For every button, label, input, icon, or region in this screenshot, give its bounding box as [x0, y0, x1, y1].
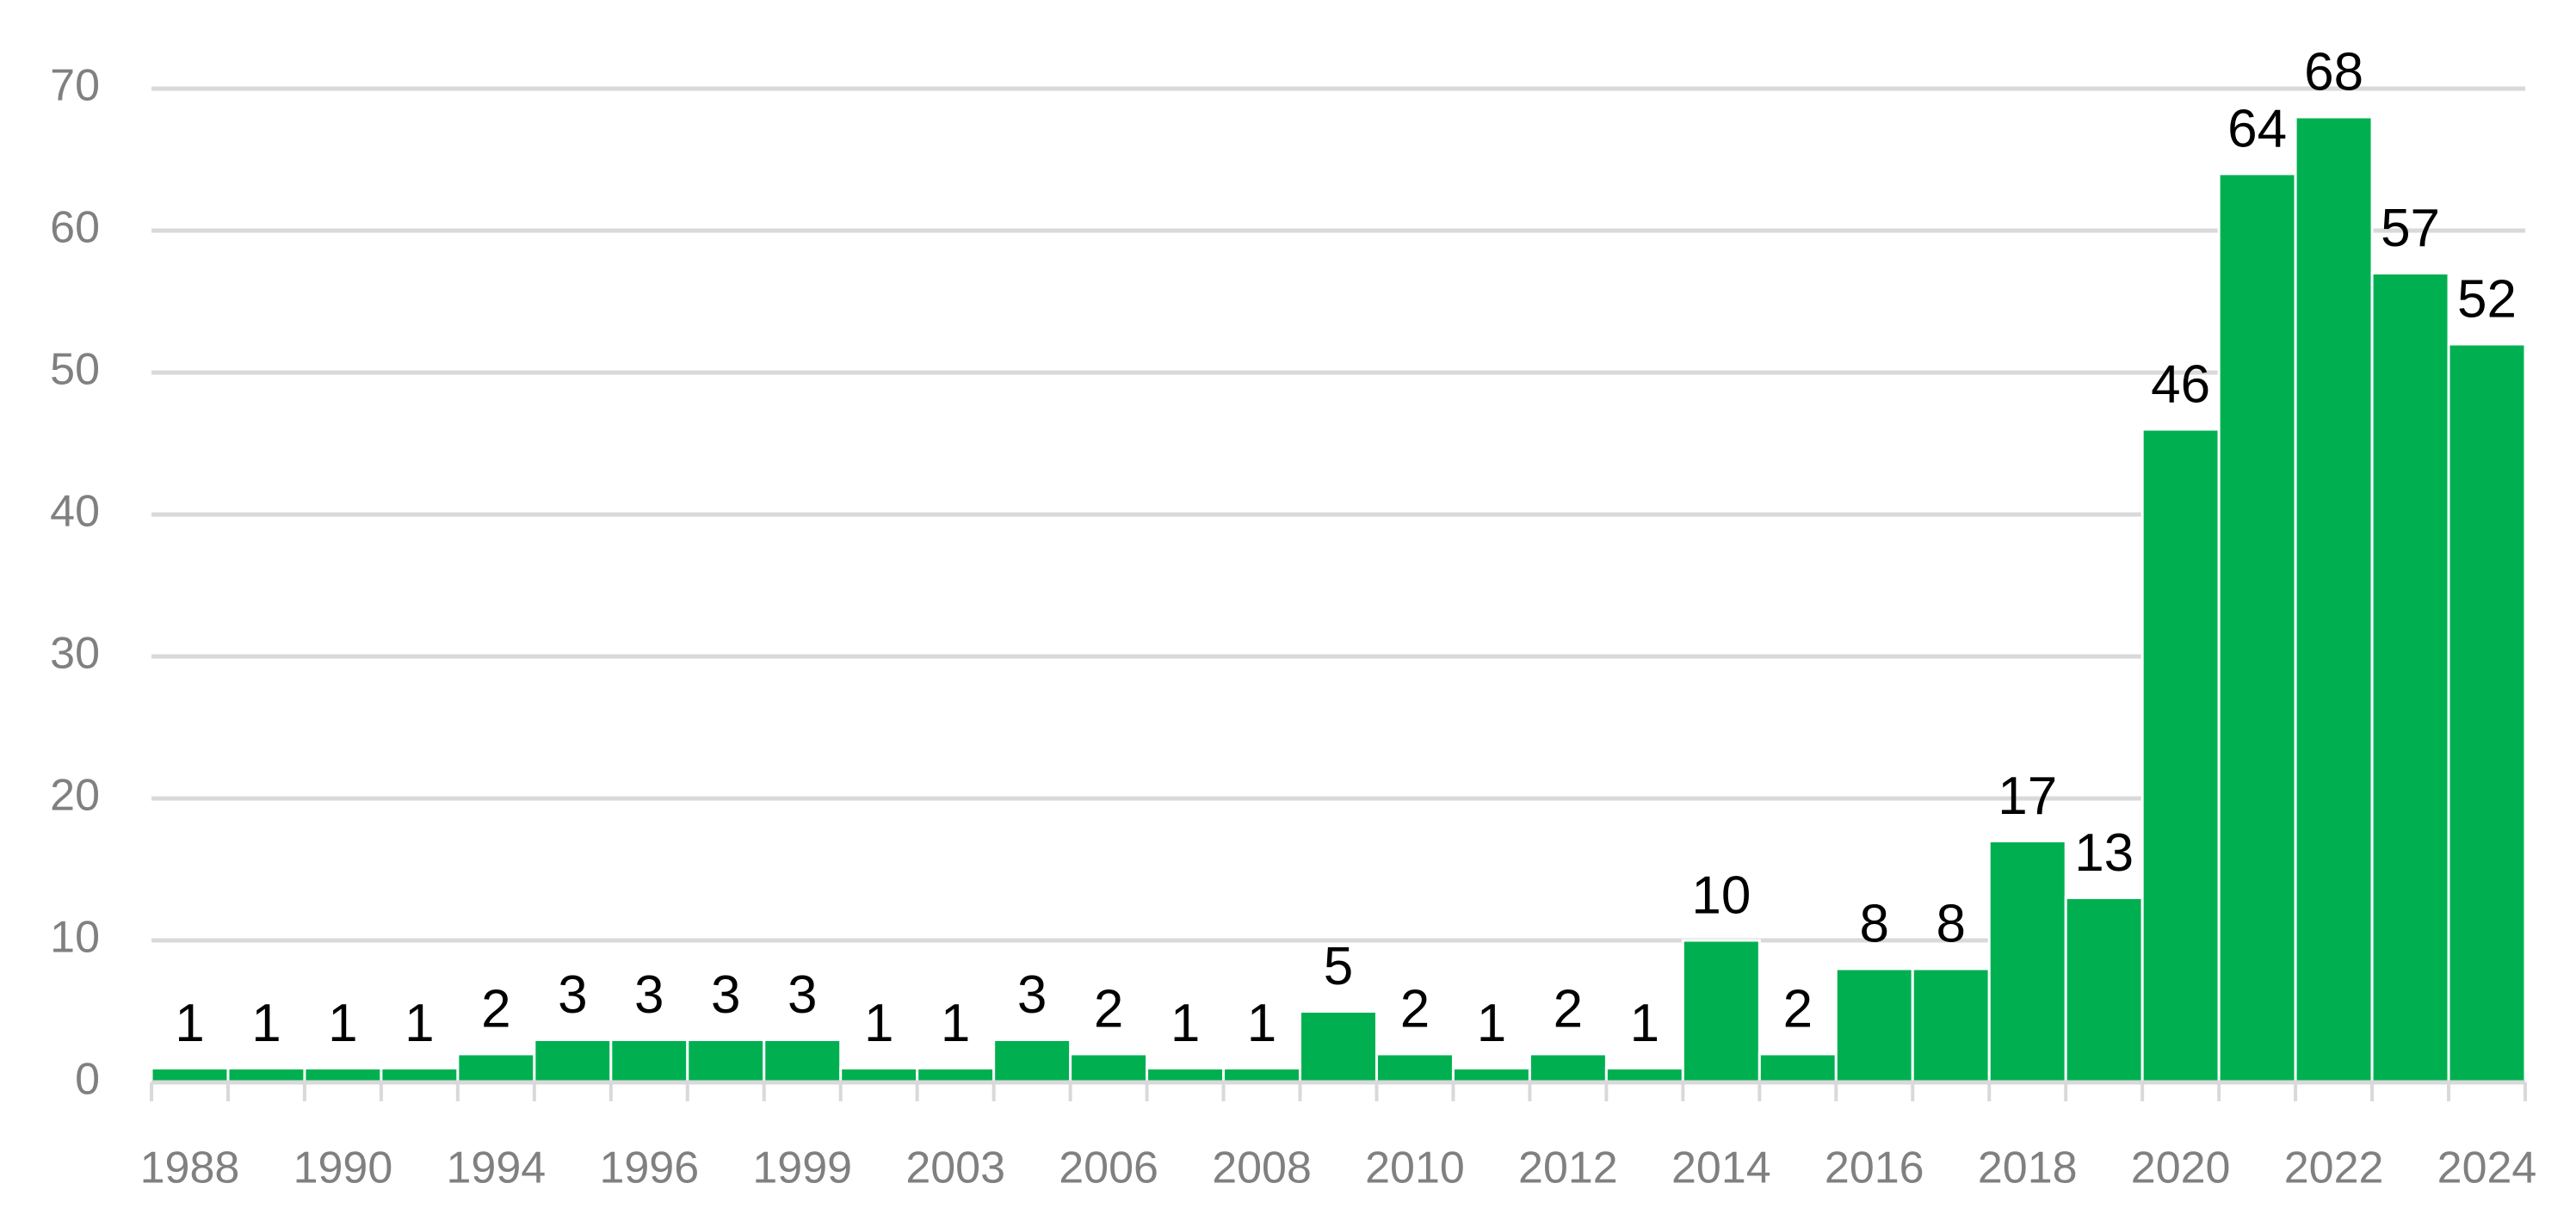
data-label: 1: [1477, 994, 1506, 1053]
bar: [2294, 115, 2374, 1084]
x-tick-label: 2020: [2131, 1143, 2231, 1193]
bar: [533, 1038, 613, 1084]
data-label: 68: [2304, 42, 2363, 102]
x-tick-label: 1994: [447, 1143, 547, 1193]
bar: [1757, 1052, 1838, 1084]
bar: [2140, 428, 2221, 1084]
bar: [1528, 1052, 1608, 1084]
data-label: 3: [1017, 965, 1047, 1025]
x-tick-label: 2010: [1365, 1143, 1465, 1193]
x-tick-label: 2012: [1518, 1143, 1618, 1193]
y-tick-label: 10: [50, 913, 100, 963]
bar: [1069, 1052, 1149, 1084]
data-label: 64: [2227, 99, 2287, 158]
data-label: 1: [1630, 994, 1659, 1053]
data-label: 8: [1860, 894, 1889, 953]
data-label: 2: [1400, 979, 1430, 1038]
bar: [1834, 967, 1914, 1084]
bar: [2447, 342, 2527, 1084]
data-label: 2: [1094, 979, 1123, 1038]
bar: [2217, 172, 2297, 1084]
data-label: 5: [1324, 937, 1353, 996]
data-label: 1: [864, 994, 893, 1053]
x-tick-label: 2022: [2284, 1143, 2384, 1193]
x-tick-label: 2016: [1825, 1143, 1924, 1193]
y-tick-label: 0: [75, 1055, 100, 1105]
x-tick-label: 2024: [2437, 1143, 2537, 1193]
data-label: 1: [175, 994, 204, 1053]
data-label: 52: [2457, 269, 2517, 329]
bar: [1987, 840, 2067, 1084]
x-tick-label: 1996: [599, 1143, 699, 1193]
data-label: 2: [1783, 979, 1813, 1038]
bar: [1681, 939, 1761, 1084]
data-label: 13: [2074, 823, 2134, 883]
bar: [1374, 1052, 1455, 1084]
bar: [1911, 967, 1991, 1084]
bar: [2370, 272, 2450, 1084]
data-label: 1: [941, 994, 970, 1053]
x-tick-label: 1988: [140, 1143, 240, 1193]
data-label: 1: [1171, 994, 1200, 1053]
x-tick-label: 2014: [1671, 1143, 1771, 1193]
data-label: 46: [2151, 354, 2210, 414]
y-tick-label: 30: [50, 629, 100, 679]
data-label: 3: [788, 965, 817, 1025]
data-label: 3: [711, 965, 740, 1025]
x-tick-label: 2003: [905, 1143, 1005, 1193]
bar: [2064, 897, 2144, 1084]
data-label: 17: [1998, 767, 2057, 826]
data-label: 3: [634, 965, 664, 1025]
data-label: 1: [251, 994, 281, 1053]
x-tick-label: 2018: [1978, 1143, 2078, 1193]
bar: [1299, 1010, 1378, 1084]
x-tick-label: 1999: [752, 1143, 852, 1193]
bar: [456, 1052, 536, 1084]
data-label: 2: [1554, 979, 1583, 1038]
data-label: 10: [1691, 866, 1751, 925]
bar: [609, 1038, 689, 1084]
data-label: 57: [2381, 199, 2440, 258]
bar: [992, 1038, 1072, 1084]
data-label: 1: [328, 994, 357, 1053]
bar: [686, 1038, 766, 1084]
data-label: 8: [1936, 894, 1965, 953]
data-label: 3: [558, 965, 587, 1025]
y-tick-label: 20: [50, 771, 100, 821]
data-label: 1: [405, 994, 434, 1053]
x-tick-label: 2008: [1212, 1143, 1312, 1193]
data-label: 2: [481, 979, 510, 1038]
bar: [763, 1038, 843, 1084]
y-tick-label: 50: [50, 345, 100, 395]
y-tick-label: 70: [50, 61, 100, 111]
y-tick-label: 60: [50, 203, 100, 253]
data-label: 1: [1247, 994, 1276, 1053]
y-tick-label: 40: [50, 487, 100, 537]
x-tick-label: 1990: [293, 1143, 393, 1193]
x-tick-label: 2006: [1059, 1143, 1158, 1193]
